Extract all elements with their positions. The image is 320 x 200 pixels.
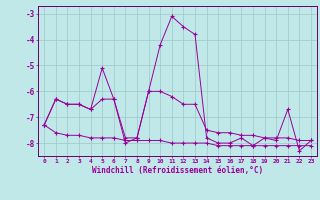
- X-axis label: Windchill (Refroidissement éolien,°C): Windchill (Refroidissement éolien,°C): [92, 166, 263, 175]
